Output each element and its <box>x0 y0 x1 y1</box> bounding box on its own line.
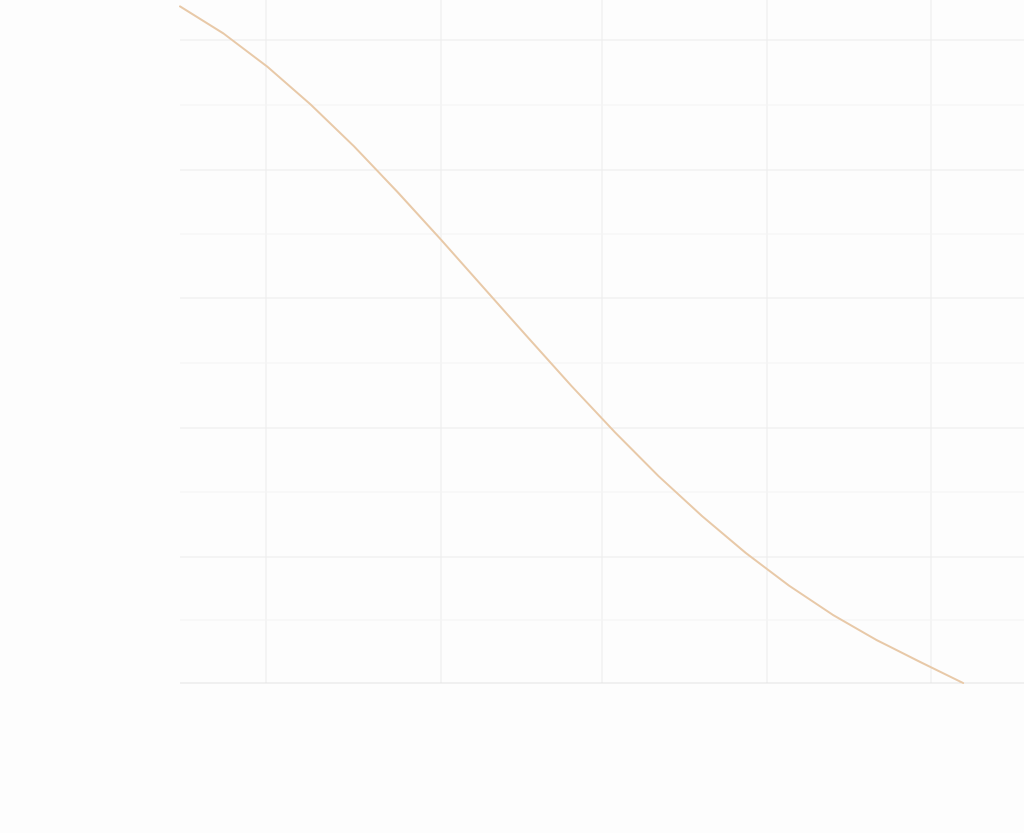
data-point <box>701 515 703 517</box>
data-point <box>266 65 268 67</box>
series-layer <box>179 5 965 684</box>
data-point <box>918 661 921 663</box>
data-point <box>222 32 225 35</box>
data-point <box>353 145 355 147</box>
data-point <box>657 475 660 477</box>
data-point <box>179 5 181 8</box>
data-point <box>309 103 312 105</box>
data-point <box>614 431 616 433</box>
data-point <box>788 585 790 587</box>
data-point <box>875 639 877 641</box>
data-point <box>962 682 964 684</box>
data-point <box>396 191 399 193</box>
data-point <box>527 337 529 339</box>
data-point <box>831 614 834 616</box>
data-point <box>483 288 486 290</box>
data-point <box>744 552 747 554</box>
series-line <box>179 5 965 684</box>
grid-layer <box>180 0 1024 683</box>
data-point <box>440 239 442 241</box>
data-point <box>570 385 573 387</box>
